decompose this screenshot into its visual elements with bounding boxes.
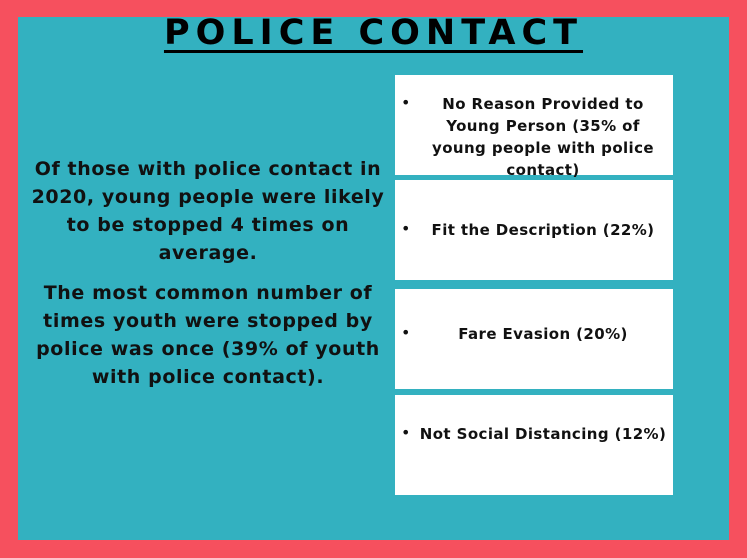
reason-card-social-distancing: • Not Social Distancing (12%) (395, 395, 673, 495)
summary-paragraph-average-stops: Of those with police contact in 2020, yo… (31, 158, 385, 264)
reason-text: Not Social Distancing (12%) (419, 425, 667, 443)
bullet-icon: • (401, 323, 411, 342)
summary-paragraph-most-common: The most common number of times youth we… (36, 282, 380, 388)
reason-card-fare-evasion: • Fare Evasion (20%) (395, 289, 673, 389)
reason-text: Fit the Description (22%) (431, 221, 655, 239)
bullet-icon: • (401, 219, 411, 238)
reason-card-no-reason: • No Reason Provided to Young Person (35… (395, 75, 673, 179)
page-title: POLICE CONTACT (163, 13, 584, 53)
bullet-icon: • (401, 423, 411, 442)
bullet-icon: • (401, 93, 411, 112)
reason-text: Fare Evasion (20%) (458, 325, 628, 343)
reason-text: No Reason Provided to Young Person (35% … (432, 95, 654, 179)
reason-card-fit-description: • Fit the Description (22%) (395, 180, 673, 280)
